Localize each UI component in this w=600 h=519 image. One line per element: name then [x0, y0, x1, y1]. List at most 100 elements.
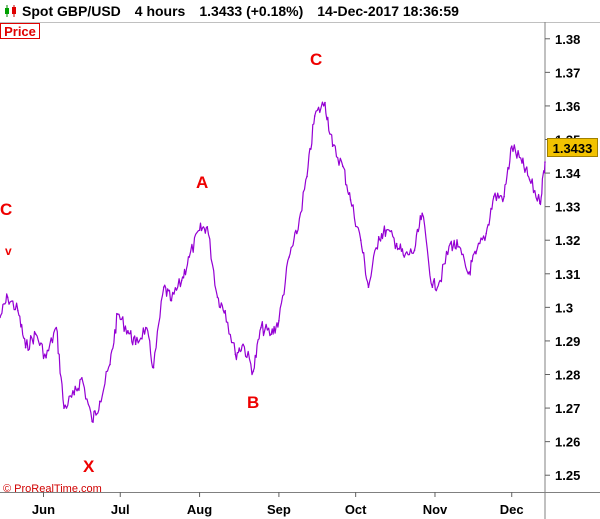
wave-label-c-left: C — [0, 200, 13, 219]
price-point — [180, 279, 183, 282]
price-point — [539, 202, 541, 205]
price-point — [116, 313, 119, 315]
chart-header: Spot GBP/USD 4 hours 1.3433 (+0.18%) 14-… — [0, 0, 600, 23]
x-tick-label: Nov — [423, 502, 448, 517]
price-point — [234, 353, 237, 356]
instrument-name: Spot GBP/USD — [22, 3, 121, 19]
price-point — [224, 309, 226, 312]
price-point — [206, 225, 209, 228]
price-point — [431, 286, 434, 289]
price-series-line — [0, 101, 546, 423]
price-point — [216, 296, 219, 299]
price-point — [35, 333, 37, 336]
price-chart[interactable]: 1.25 1.26 1.27 1.28 1.29 1.3 1.31 1.32 1.33 1.34 1… — [0, 22, 600, 519]
y-tick-label: 1.34 — [555, 166, 581, 181]
x-tick-label: Sep — [267, 502, 291, 517]
y-tick-label: 1.38 — [555, 32, 580, 47]
price-point — [6, 296, 9, 299]
y-tick-label: 1.32 — [555, 233, 580, 248]
price-point — [198, 229, 201, 231]
wave-label-c-top: C — [310, 50, 323, 69]
price-point — [252, 370, 255, 372]
price-point — [485, 232, 487, 235]
price-point — [45, 356, 47, 359]
price-point — [162, 286, 165, 289]
candlestick-icon — [4, 4, 18, 18]
price-change: 1.3433 (+0.18%) — [199, 3, 304, 19]
price-point — [288, 256, 290, 258]
price-point — [91, 420, 93, 423]
price-point — [17, 309, 19, 312]
wave-label-x: X — [83, 457, 95, 476]
last-price-tag: 1.3433 — [547, 138, 598, 157]
price-point — [544, 161, 546, 163]
price-point — [377, 236, 380, 238]
y-tick-label: 1.36 — [555, 99, 580, 114]
price-point — [170, 299, 173, 302]
y-tick-label: 1.28 — [555, 368, 580, 383]
price-point — [63, 407, 65, 409]
price-point — [367, 286, 370, 289]
price-point — [331, 145, 334, 148]
price-point — [449, 242, 452, 245]
price-point — [493, 195, 495, 198]
y-tick-label: 1.25 — [555, 468, 580, 483]
price-point — [324, 101, 326, 104]
x-tick-label: Oct — [345, 502, 367, 517]
price-point — [98, 400, 101, 403]
price-point — [528, 178, 531, 181]
price-point — [521, 162, 523, 164]
price-point — [152, 366, 155, 369]
price-point — [467, 272, 470, 275]
price-point — [270, 333, 273, 336]
price-point — [145, 326, 147, 329]
price-point — [313, 115, 316, 117]
price-point — [24, 346, 27, 349]
price-point — [127, 330, 129, 332]
price-point — [73, 393, 76, 396]
price-point — [510, 145, 513, 148]
price-point — [260, 326, 262, 329]
price-point — [349, 199, 352, 201]
y-tick-label: 1.37 — [555, 65, 580, 80]
copyright-text: © ProRealTime.com — [3, 483, 102, 495]
timeframe: 4 hours — [134, 3, 186, 19]
price-point — [342, 165, 344, 168]
x-tick-label: Jun — [32, 502, 55, 517]
price-point — [503, 195, 505, 198]
price-point — [395, 242, 398, 245]
wave-label-a: A — [196, 173, 209, 192]
price-point — [403, 256, 406, 258]
price-point — [306, 175, 308, 178]
y-tick-label: 1.31 — [555, 267, 580, 282]
y-tick-label: 1.26 — [555, 435, 580, 450]
x-tick-label: Aug — [187, 502, 212, 517]
price-point — [413, 249, 416, 252]
price-point — [0, 316, 1, 319]
y-tick-label: 1.29 — [555, 334, 580, 349]
price-point — [457, 246, 459, 248]
x-tick-label: Jul — [111, 502, 130, 517]
x-tick-label: Dec — [500, 502, 524, 517]
price-point — [385, 229, 388, 231]
wave-label-b: B — [247, 393, 260, 412]
price-point — [109, 363, 111, 366]
price-point — [188, 256, 191, 258]
y-tick-label: 1.3 — [555, 300, 573, 315]
y-tick-label: 1.27 — [555, 401, 580, 416]
price-point — [359, 239, 362, 242]
panel-label[interactable]: Price — [0, 23, 40, 39]
price-point — [421, 212, 423, 215]
price-point — [242, 343, 244, 346]
price-point — [134, 343, 137, 346]
price-point — [81, 377, 83, 379]
datetime: 14-Dec-2017 18:36:59 — [317, 3, 459, 19]
price-point — [439, 279, 441, 282]
price-point — [278, 319, 280, 322]
price-point — [296, 232, 298, 235]
y-tick-label: 1.33 — [555, 200, 580, 215]
price-point — [55, 326, 58, 329]
price-point — [475, 252, 477, 255]
wave-label-v: v — [5, 244, 12, 258]
